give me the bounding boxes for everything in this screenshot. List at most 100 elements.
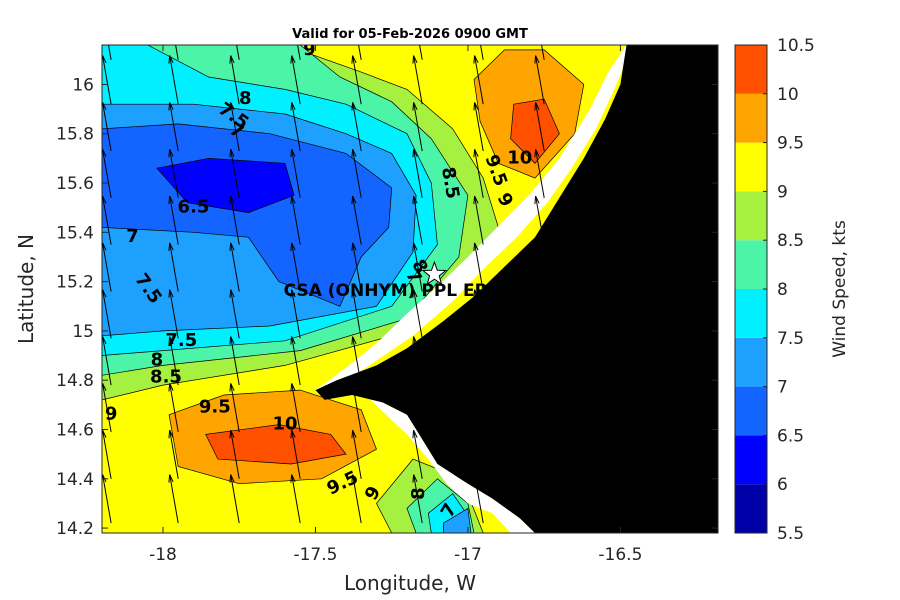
site-layer: CSA (ONHYM) PPL EP — [284, 260, 487, 301]
y-tick-label: 15.6 — [56, 174, 94, 194]
colorbar-segment — [735, 240, 767, 289]
colorbar-ticks: 10.5 10 9.5 9 8.5 8 7.5 7 6.5 6 5.5 — [763, 36, 815, 544]
colorbar-segment — [735, 337, 767, 387]
colorbar-tick-label: 6.5 — [777, 426, 804, 446]
y-axis-label: Latitude, N — [14, 234, 38, 344]
contour-label: 9 — [105, 404, 118, 425]
wind-arrow — [168, 336, 179, 386]
wind-arrow — [412, 102, 423, 152]
y-tick-label: 15 — [72, 322, 94, 342]
wind-arrow — [168, 289, 179, 339]
wind-arrow — [290, 102, 301, 152]
wind-arrow — [534, 429, 545, 479]
wind-arrow — [473, 102, 484, 152]
colorbar-tick-label: 7.5 — [777, 329, 804, 349]
contour-label: 8 — [408, 487, 429, 500]
wind-arrow — [290, 149, 301, 198]
colorbar-tick-label: 7 — [777, 378, 788, 398]
y-tick-label: 15.2 — [56, 273, 94, 293]
colorbar-tick-label: 9.5 — [777, 134, 804, 154]
wind-arrow — [473, 383, 484, 432]
wind-arrow — [168, 383, 179, 432]
wind-arrow — [473, 242, 484, 292]
wind-arrow — [229, 429, 240, 479]
colorbar-segment — [735, 435, 767, 485]
wind-arrow — [290, 383, 301, 432]
y-tick-label: 15.8 — [56, 125, 94, 145]
colorbar-segment — [735, 484, 767, 533]
wind-arrows — [102, 45, 545, 524]
wind-arrow — [297, 45, 301, 60]
site-star-icon — [421, 260, 448, 286]
wind-arrow — [412, 149, 423, 198]
wind-arrow — [473, 195, 484, 245]
contour-band-10-14 — [510, 98, 560, 164]
colorbar-tick-label: 10.5 — [777, 36, 815, 56]
wind-arrow — [351, 383, 362, 432]
wind-arrow — [534, 383, 545, 432]
wind-arrow — [412, 336, 423, 386]
wind-arrow — [168, 102, 179, 152]
wind-arrow — [290, 195, 301, 245]
y-axis-ticks: 16 15.8 15.6 15.4 15.2 15 14.8 14.6 14.4 14.2 — [56, 75, 718, 539]
wind-arrow — [175, 45, 179, 60]
wind-arrow — [351, 289, 362, 339]
x-tick-label: -17.5 — [293, 545, 337, 565]
contour-label: 10 — [507, 147, 532, 168]
contour-label: 7 — [126, 226, 139, 247]
contour-label: 8 — [151, 350, 164, 371]
x-tick-label: -17 — [454, 545, 482, 565]
wind-arrow — [290, 429, 301, 479]
y-tick-label: 14.6 — [56, 420, 94, 440]
wind-arrow — [534, 102, 545, 152]
wind-arrow — [290, 336, 301, 386]
wind-arrow — [351, 474, 362, 524]
wind-arrow — [412, 195, 423, 245]
colorbar-tick-label: 9 — [777, 182, 788, 202]
contour-label: 8 — [239, 88, 252, 109]
wind-arrow — [229, 336, 240, 386]
wind-arrow — [168, 242, 179, 292]
wind-arrow — [351, 55, 362, 105]
contour-label: 7.5 — [165, 330, 197, 351]
wind-arrow — [534, 55, 545, 105]
contour-label: 8.5 — [150, 367, 182, 388]
colorbar-segment — [735, 386, 767, 436]
wind-arrow — [229, 102, 240, 152]
wind-arrow — [236, 45, 240, 60]
colorbar-tick-label: 8.5 — [777, 231, 804, 251]
wind-arrow — [168, 195, 179, 245]
wind-arrow — [473, 474, 484, 524]
wind-arrow — [412, 55, 423, 105]
wind-arrow — [351, 429, 362, 479]
x-axis-label: Longitude, W — [344, 571, 476, 595]
wind-arrow — [358, 45, 362, 60]
wind-arrow — [534, 474, 545, 524]
wind-arrow — [473, 149, 484, 198]
colorbar-tick-label: 6 — [777, 475, 788, 495]
wind-arrow — [351, 195, 362, 245]
contour-band-6-10 — [156, 158, 295, 213]
contour-band-10-12 — [205, 424, 347, 465]
x-axis-ticks: -18 -17.5 -17 -16.5 — [149, 45, 642, 565]
chart-title: Valid for 05-Feb-2026 0900 GMT — [292, 27, 528, 42]
wind-arrow — [412, 474, 423, 524]
plot-frame — [101, 44, 719, 534]
wind-arrow — [229, 474, 240, 524]
wind-arrow — [480, 45, 484, 60]
y-tick-label: 14.4 — [56, 470, 94, 490]
land-layer — [315, 45, 718, 533]
wind-arrow — [108, 45, 112, 60]
wind-arrow — [412, 242, 423, 292]
wind-arrow — [351, 336, 362, 386]
wind-arrow — [229, 55, 240, 105]
site-label: CSA (ONHYM) PPL EP — [284, 281, 487, 301]
colorbar-segment — [735, 45, 767, 94]
wind-arrow — [534, 336, 545, 386]
land-mass — [315, 45, 718, 533]
wind-arrow — [351, 149, 362, 198]
wind-arrow — [290, 474, 301, 524]
colorbar-tick-label: 8 — [777, 280, 788, 300]
x-tick-label: -16.5 — [598, 545, 642, 565]
